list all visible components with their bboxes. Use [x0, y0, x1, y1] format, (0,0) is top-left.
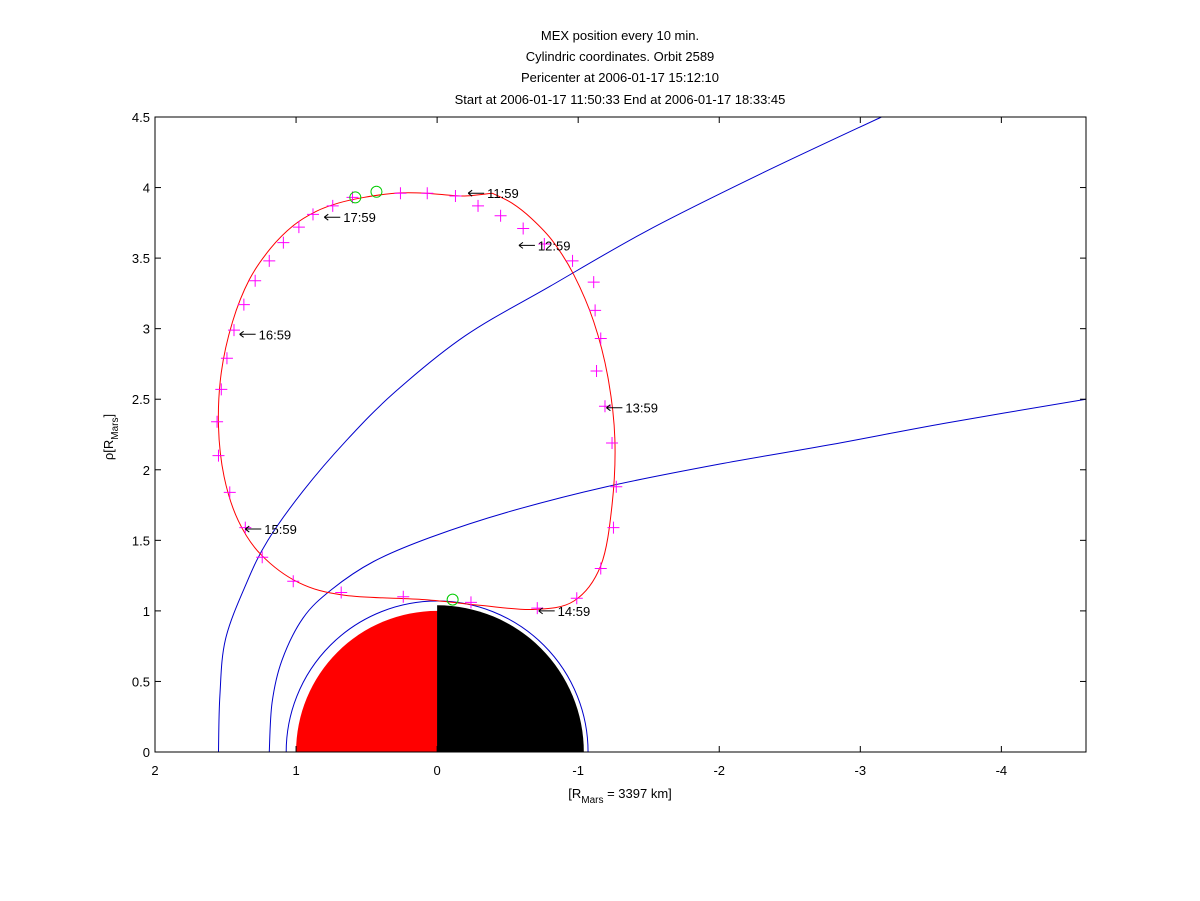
orbit-position-marker — [263, 254, 276, 267]
orbit-position-marker — [326, 199, 339, 212]
orbit-position-marker — [494, 209, 507, 222]
orbit-position-marker — [610, 480, 623, 493]
orbit-position-marker — [587, 276, 600, 289]
time-annotation: 15:59 — [244, 522, 297, 537]
orbit-position-marker — [256, 551, 269, 564]
time-annotation: 13:59 — [606, 401, 658, 416]
title-line-2: Cylindric coordinates. Orbit 2589 — [526, 49, 715, 64]
time-annotation-arrow — [239, 330, 256, 338]
event-circle-marker — [349, 191, 362, 204]
orbit-position-marker — [566, 254, 579, 267]
orbit-position-marker — [589, 304, 602, 317]
orbit-position-marker — [249, 274, 262, 287]
time-annotation-label: 12:59 — [538, 238, 571, 253]
time-annotation-label: 16:59 — [259, 327, 292, 342]
orbit-position-marker — [292, 221, 305, 234]
title-line-3: Pericenter at 2006-01-17 15:12:10 — [521, 70, 719, 85]
orbit-position-marker — [397, 590, 410, 603]
orbit-position-marker — [531, 602, 544, 615]
time-annotation: 11:59 — [467, 186, 519, 201]
y-tick-label: 0 — [143, 745, 150, 760]
y-tick-label: 0.5 — [132, 674, 150, 689]
magnetic-pileup-boundary-curve — [268, 398, 1086, 752]
orbit-position-marker — [538, 238, 551, 250]
time-annotation-label: 11:59 — [487, 186, 519, 201]
orbit-position-marker — [590, 365, 603, 377]
orbit-position-marker — [346, 191, 359, 204]
y-tick-label: 2.5 — [132, 392, 150, 407]
orbit-position-marker — [335, 586, 348, 599]
orbit-position-marker — [237, 298, 250, 311]
title-line-1: MEX position every 10 min. — [541, 28, 699, 43]
orbit-position-marker — [449, 190, 462, 203]
bow-shock-curve — [217, 117, 882, 752]
orbit-position-marker — [394, 187, 407, 200]
y-tick-label: 1.5 — [132, 533, 150, 548]
orbit-position-marker — [215, 383, 228, 396]
orbit-position-marker — [421, 187, 434, 200]
orbit-position-marker — [517, 222, 530, 235]
x-tick-label: -2 — [713, 763, 725, 778]
y-tick-label: 3.5 — [132, 251, 150, 266]
y-tick-label: 4 — [143, 181, 150, 196]
orbit-position-marker — [287, 575, 300, 588]
orbit-position-marker — [594, 332, 607, 345]
orbit-position-marker — [606, 436, 619, 449]
orbit-position-marker — [607, 521, 620, 534]
event-circle-marker — [446, 593, 459, 606]
time-annotation-label: 17:59 — [343, 210, 376, 225]
orbit-position-marker — [227, 324, 240, 337]
orbit-position-marker — [570, 592, 583, 605]
time-annotation: 12:59 — [518, 238, 571, 253]
time-annotation-arrow — [323, 213, 341, 221]
orbit-position-marker — [211, 415, 224, 428]
y-tick-label: 1 — [143, 604, 150, 619]
orbit-position-marker — [306, 208, 319, 221]
y-tick-label: 2 — [143, 463, 150, 478]
time-annotation-label: 15:59 — [264, 522, 297, 537]
time-annotation-arrow — [467, 189, 485, 197]
orbit-trajectory — [217, 192, 616, 611]
orbit-position-marker — [464, 596, 477, 609]
title-line-4: Start at 2006-01-17 11:50:33 End at 2006… — [455, 92, 786, 107]
time-annotation-arrow — [518, 242, 535, 249]
time-annotation: 16:59 — [239, 327, 292, 342]
orbit-position-marker — [220, 352, 233, 365]
orbit-position-marker — [472, 199, 485, 212]
chart-title: MEX position every 10 min. Cylindric coo… — [455, 28, 786, 107]
x-tick-label: 1 — [292, 763, 299, 778]
plot-frame — [154, 116, 1087, 753]
orbit-position-marker — [277, 236, 290, 249]
time-annotation: 14:59 — [538, 604, 591, 619]
plot-content: 11:59 12:59 13:59 14:59 15:59 16:59 17:59 — [211, 117, 1086, 752]
time-annotation-label: 14:59 — [558, 604, 591, 619]
y-axis-label: ρ[RMars] — [101, 414, 121, 460]
axis-ticks: 2 1 0 -1 -2 -3 -4 0 0.5 1 1.5 2 2.5 3 3.5 4 4.5 — [132, 110, 1086, 778]
x-tick-label: -4 — [996, 763, 1008, 778]
y-tick-label: 4.5 — [132, 110, 150, 125]
time-annotation-arrow — [606, 404, 623, 412]
x-tick-label: 0 — [434, 763, 441, 778]
x-axis-label: [RMars = 3397 km] — [568, 786, 672, 806]
x-tick-label: -3 — [855, 763, 867, 778]
event-circle-marker — [370, 185, 383, 198]
time-annotation-arrow — [538, 607, 555, 615]
x-tick-label: -1 — [572, 763, 584, 778]
x-tick-label: 2 — [151, 763, 158, 778]
time-annotation-arrow — [244, 525, 262, 533]
orbit-position-marker — [212, 449, 225, 462]
y-tick-label: 3 — [143, 322, 150, 337]
mars-day-side — [296, 610, 438, 752]
mars-night-side — [437, 610, 579, 752]
time-annotation: 17:59 — [323, 210, 376, 225]
orbit-position-marker — [594, 562, 607, 575]
time-annotation-label: 13:59 — [625, 401, 658, 416]
orbit-position-marker — [239, 521, 252, 534]
orbit-position-marker — [223, 486, 236, 499]
